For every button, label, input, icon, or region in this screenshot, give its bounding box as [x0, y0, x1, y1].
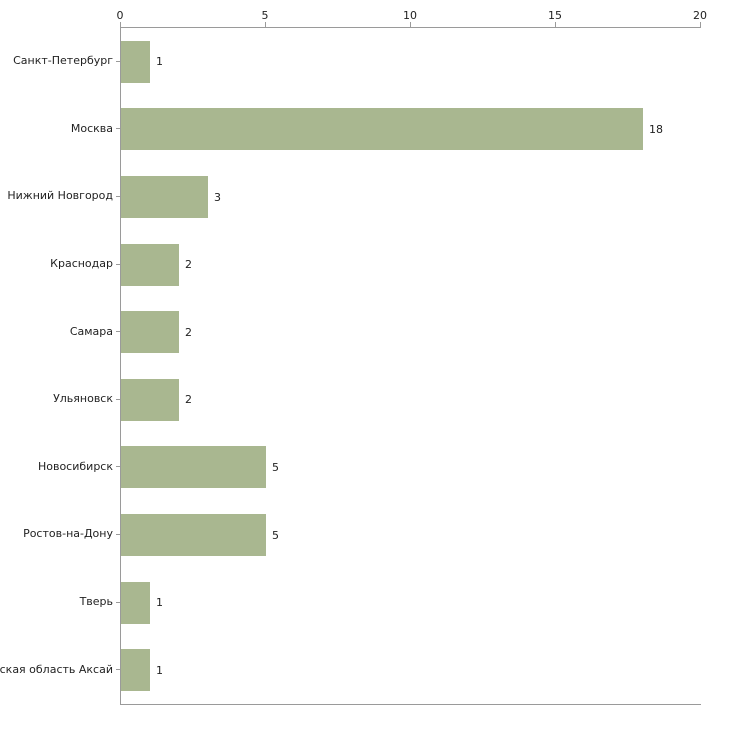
value-label: 5	[272, 460, 279, 474]
bar	[121, 176, 208, 218]
plot-area: 1 18 3 2 2 2 5 5 1 1	[120, 27, 701, 705]
bar	[121, 311, 179, 354]
bar	[121, 40, 150, 83]
x-tick-mark	[700, 22, 701, 27]
category-label: Ростовская область Аксай	[0, 662, 113, 676]
value-label: 1	[156, 55, 163, 69]
x-tick-label: 15	[548, 9, 562, 22]
x-tick-label: 0	[116, 9, 124, 22]
x-tick-mark	[120, 22, 121, 27]
y-tick-mark	[116, 466, 120, 467]
bar	[121, 581, 150, 624]
value-label: 1	[156, 596, 163, 610]
category-label: Самара	[69, 324, 113, 338]
value-label: 18	[649, 122, 663, 136]
value-label: 3	[214, 190, 221, 204]
y-tick-mark	[116, 196, 120, 197]
y-tick-mark	[116, 602, 120, 603]
category-label: Новосибирск	[37, 459, 113, 473]
x-tick-label: 5	[261, 9, 269, 22]
category-label: Краснодар	[50, 257, 113, 271]
y-tick-mark	[116, 534, 120, 535]
bar	[121, 378, 179, 421]
category-label: Нижний Новгород	[7, 189, 113, 203]
category-label: Москва	[70, 121, 113, 135]
x-tick-mark	[410, 22, 411, 27]
value-label: 2	[185, 393, 192, 407]
x-tick-mark	[555, 22, 556, 27]
x-tick-label: 20	[693, 9, 707, 22]
bar	[121, 514, 266, 556]
category-label: Ульяновск	[53, 392, 113, 406]
y-tick-mark	[116, 61, 120, 62]
category-label: Санкт-Петербург	[13, 54, 113, 68]
bar	[121, 243, 179, 286]
category-label: Ростов-на-Дону	[23, 527, 113, 541]
value-label: 2	[185, 258, 192, 272]
x-tick-mark	[265, 22, 266, 27]
y-tick-mark	[116, 399, 120, 400]
x-tick-label: 10	[403, 9, 417, 22]
bar	[121, 649, 150, 692]
value-label: 5	[272, 528, 279, 542]
y-tick-mark	[116, 264, 120, 265]
value-label: 1	[156, 663, 163, 677]
value-label: 2	[185, 325, 192, 339]
bar	[121, 108, 643, 151]
y-tick-mark	[116, 669, 120, 670]
y-tick-mark	[116, 331, 120, 332]
category-label: Тверь	[79, 595, 113, 609]
bar	[121, 446, 266, 489]
y-tick-mark	[116, 128, 120, 129]
